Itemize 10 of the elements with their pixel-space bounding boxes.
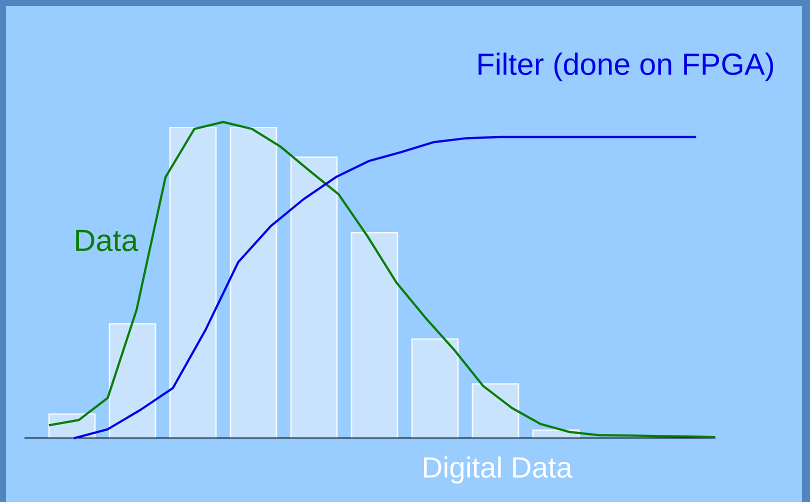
x-axis-title: Digital Data (424, 456, 572, 484)
series-label: Data (76, 230, 138, 252)
series-label: Filter (done on FPGA) (478, 52, 774, 82)
bar (230, 127, 278, 438)
bar (411, 338, 459, 438)
bar (169, 127, 217, 438)
bar (108, 323, 156, 438)
bar (290, 156, 338, 438)
bar (472, 383, 520, 438)
bar (350, 232, 398, 438)
